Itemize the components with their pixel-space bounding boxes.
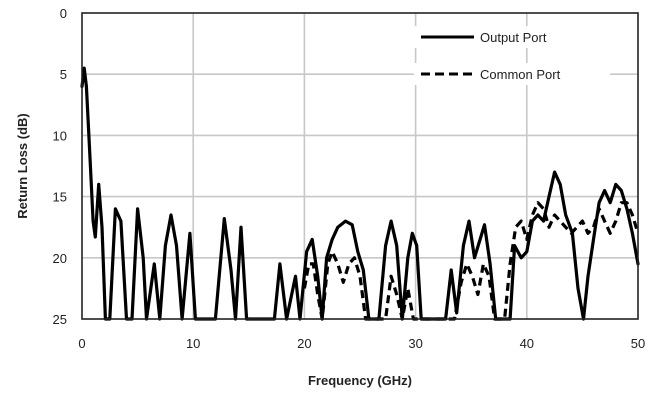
y-axis-title: Return Loss (dB) <box>15 113 30 218</box>
x-tick-label-1: 10 <box>186 336 200 351</box>
y-tick-label-5: 25 <box>53 312 67 327</box>
y-tick-label-2: 10 <box>53 128 67 143</box>
grid <box>82 13 638 319</box>
x-axis-ticks: 0 10 20 30 40 50 <box>78 336 645 351</box>
x-tick-label-4: 40 <box>520 336 534 351</box>
y-tick-label-3: 15 <box>53 190 67 205</box>
x-tick-label-2: 20 <box>297 336 311 351</box>
legend-background-common <box>414 63 610 85</box>
x-tick-label-0: 0 <box>78 336 85 351</box>
y-tick-label-1: 5 <box>60 67 67 82</box>
plot-frame <box>81 12 639 320</box>
y-axis-ticks: 0 5 10 15 20 25 <box>53 6 67 327</box>
y-tick-label-4: 20 <box>53 251 67 266</box>
x-tick-label-3: 30 <box>408 336 422 351</box>
x-tick-label-5: 50 <box>631 336 645 351</box>
legend-background-output <box>414 26 610 48</box>
y-tick-label-0: 0 <box>60 6 67 21</box>
x-axis-title: Frequency (GHz) <box>308 373 412 388</box>
legend-label-output-port: Output Port <box>480 30 547 45</box>
series-line-common-port <box>302 201 640 321</box>
series-line-output-port <box>80 66 640 321</box>
legend: Output Port Common Port <box>414 26 610 85</box>
series-group <box>80 66 640 321</box>
legend-label-common-port: Common Port <box>480 67 561 82</box>
